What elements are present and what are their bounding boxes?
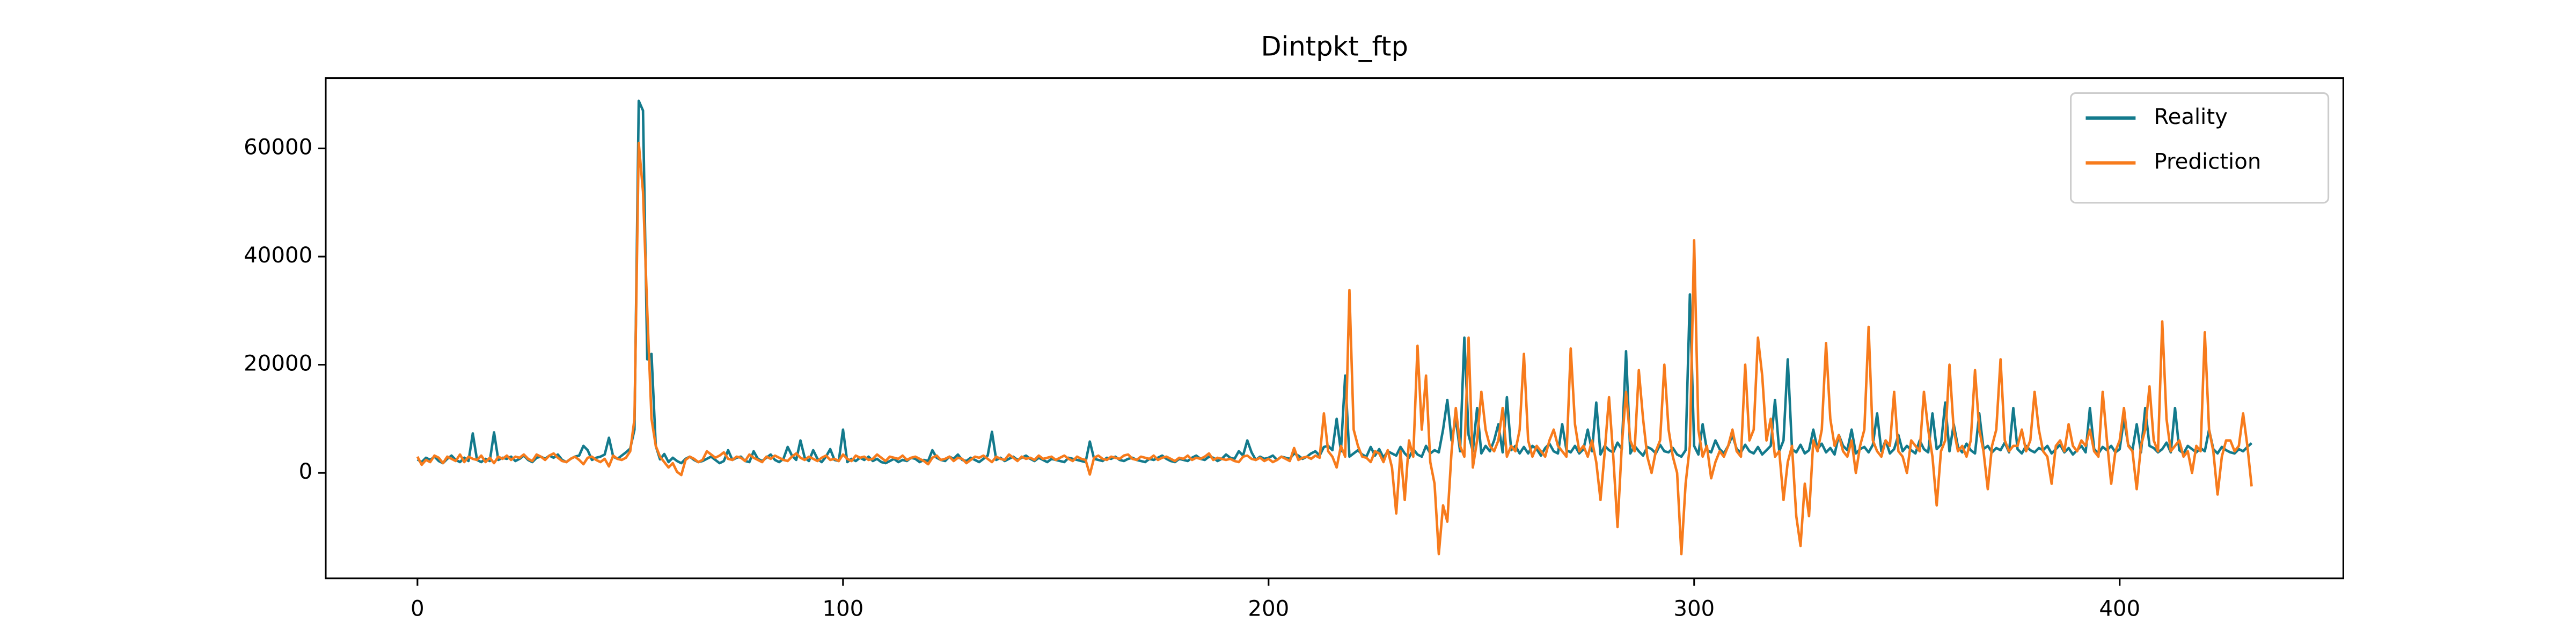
y-tick-label: 40000 <box>244 243 312 268</box>
x-tick-label: 300 <box>1673 597 1715 621</box>
y-tick-label: 0 <box>299 459 313 484</box>
legend-label: Prediction <box>2154 149 2261 174</box>
plot-frame <box>325 77 2344 580</box>
y-tick-label: 20000 <box>244 352 312 376</box>
x-tick-label: 200 <box>1248 597 1289 621</box>
chart-title: Dintpkt_ftp <box>1261 31 1408 62</box>
line-series <box>416 142 2253 555</box>
x-tick-label: 400 <box>2099 597 2140 621</box>
y-tick-label: 60000 <box>244 135 312 160</box>
legend-label: Reality <box>2154 105 2228 129</box>
x-tick-label: 0 <box>411 597 425 621</box>
x-tick-label: 100 <box>822 597 863 621</box>
legend-box <box>2070 92 2330 204</box>
